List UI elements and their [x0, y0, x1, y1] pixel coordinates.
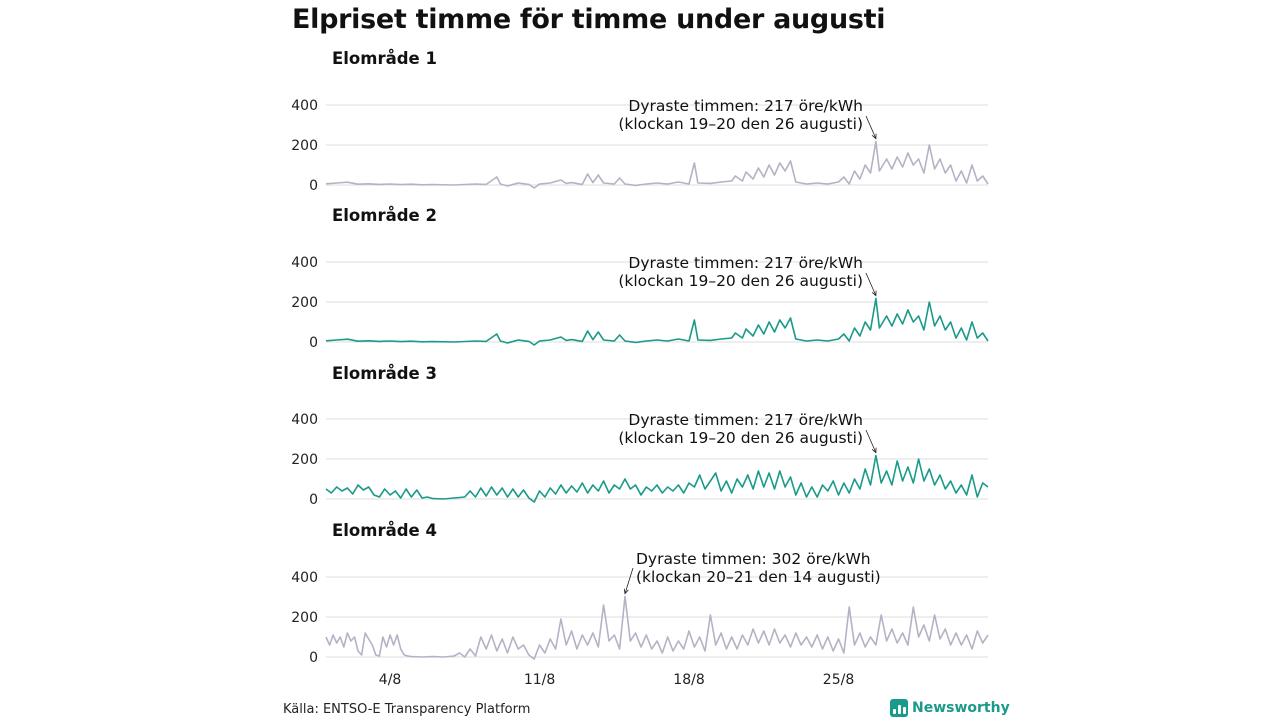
y-tick-label: 0	[309, 650, 318, 666]
panel-title-2: Elområde 2	[332, 206, 437, 225]
series-line	[325, 297, 989, 346]
annotation-line-1: Dyraste timmen: 217 öre/kWh	[628, 411, 863, 429]
chart-title: Elpriset timme för timme under augusti	[292, 4, 886, 35]
x-tick-label: 4/8	[379, 672, 402, 688]
y-tick-label: 400	[291, 255, 318, 271]
source-note: Källa: ENTSO-E Transparency Platform	[283, 702, 531, 717]
y-tick-label: 200	[291, 138, 318, 154]
annotation-line-2: (klockan 19–20 den 26 augusti)	[618, 115, 863, 133]
panel-title-4: Elområde 4	[332, 521, 437, 540]
brand-logo: Newsworthy	[890, 699, 1010, 717]
annotation-leader	[865, 272, 877, 296]
y-tick-label: 400	[291, 570, 318, 586]
annotation-leader	[865, 115, 877, 139]
annotation-line-2: (klockan 20–21 den 14 augusti)	[636, 568, 881, 586]
y-tick-label: 200	[291, 610, 318, 626]
y-tick-label: 400	[291, 412, 318, 428]
series-line	[325, 140, 989, 189]
y-tick-label: 0	[309, 335, 318, 351]
y-tick-label: 0	[309, 492, 318, 508]
y-tick-label: 200	[291, 295, 318, 311]
x-tick-label: 18/8	[673, 672, 704, 688]
newsworthy-logo-icon	[890, 699, 908, 717]
x-tick-label: 25/8	[823, 672, 854, 688]
y-tick-label: 0	[309, 178, 318, 194]
brand-name: Newsworthy	[912, 700, 1010, 716]
annotation-line-2: (klockan 19–20 den 26 augusti)	[618, 272, 863, 290]
y-tick-label: 200	[291, 452, 318, 468]
annotation-leader	[624, 567, 634, 594]
annotation-leader	[865, 429, 877, 453]
annotation-line-2: (klockan 19–20 den 26 augusti)	[618, 429, 863, 447]
annotation-arrowhead	[871, 290, 877, 297]
panel-title-1: Elområde 1	[332, 49, 437, 68]
series-line	[325, 595, 989, 660]
panel-title-3: Elområde 3	[332, 364, 437, 383]
x-tick-label: 11/8	[524, 672, 555, 688]
annotation-line-1: Dyraste timmen: 217 öre/kWh	[628, 254, 863, 272]
annotation-arrowhead	[871, 133, 877, 140]
annotation-arrowhead	[623, 588, 629, 595]
series-line	[325, 454, 989, 503]
annotation-arrowhead	[871, 447, 877, 454]
annotation-line-1: Dyraste timmen: 302 öre/kWh	[636, 550, 871, 568]
annotation-line-1: Dyraste timmen: 217 öre/kWh	[628, 97, 863, 115]
y-tick-label: 400	[291, 98, 318, 114]
